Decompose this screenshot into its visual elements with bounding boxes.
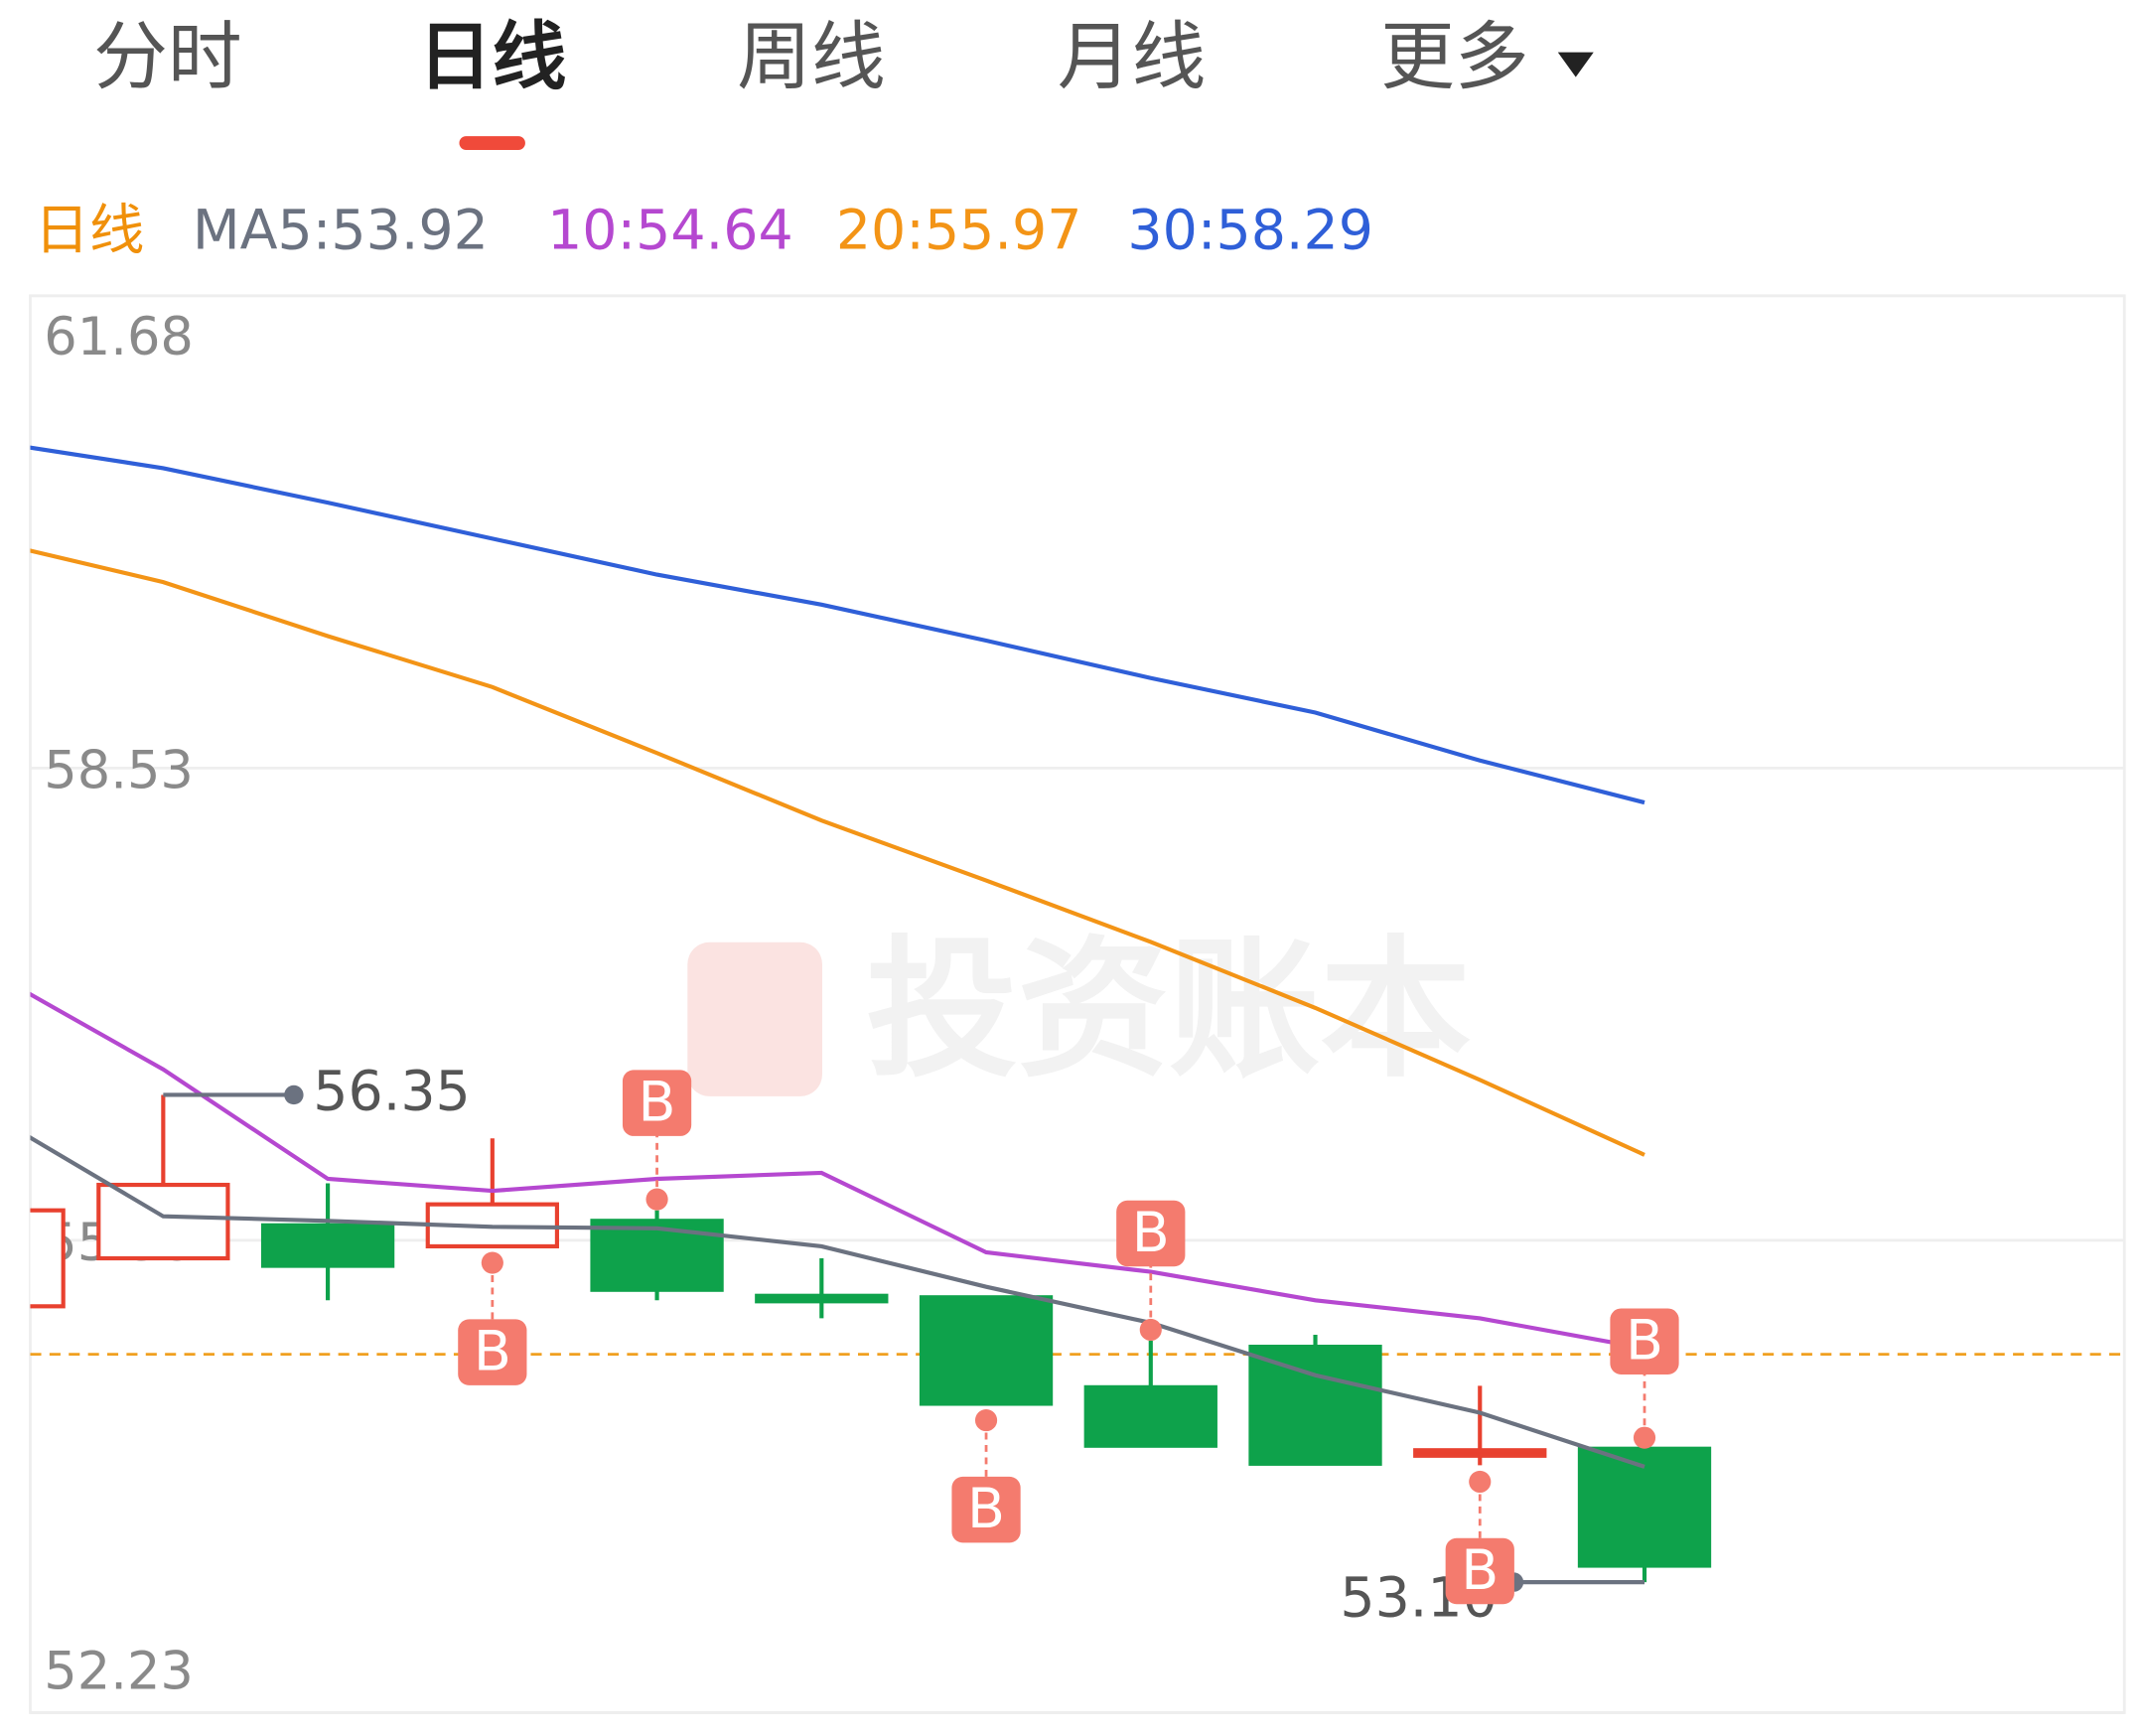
marker-badge: [1445, 1537, 1514, 1605]
legend-entry: MA5:53.92: [193, 200, 489, 263]
marker-label: B: [1461, 1539, 1499, 1603]
plot-frame: [29, 294, 2126, 1714]
tab-indicator: [459, 136, 525, 150]
candle-body: [755, 1293, 889, 1304]
marker-badge: [1116, 1200, 1186, 1267]
watermark-logo: [687, 941, 822, 1096]
ma-line: [30, 445, 1645, 805]
marker-dot: [481, 1251, 503, 1274]
candle-body: [96, 1182, 230, 1261]
ma-line: [30, 548, 1645, 1157]
candle-body: [1248, 1345, 1382, 1466]
candle-body: [590, 1219, 724, 1292]
legend-entry: 20:55.97: [836, 200, 1082, 263]
marker-label: B: [967, 1478, 1005, 1541]
ma-line: [30, 991, 1645, 1351]
candle-body: [260, 1223, 395, 1268]
marker-label: B: [474, 1320, 511, 1383]
marker-label: B: [639, 1072, 676, 1135]
marker-dot: [974, 1408, 998, 1432]
marker-dot: [1469, 1470, 1492, 1494]
tab[interactable]: 月线: [1058, 14, 1207, 100]
legend-entry: 30:58.29: [1127, 200, 1373, 263]
dropdown-arrow: [1557, 52, 1594, 77]
ma-line: [30, 1135, 1645, 1469]
candle-body: [1413, 1448, 1547, 1458]
plot: [30, 445, 2125, 1583]
candle-body: [1083, 1384, 1217, 1448]
marker-label: B: [1626, 1310, 1663, 1374]
marker-badge: [1610, 1308, 1679, 1374]
y-tick-label: 58.53: [44, 741, 194, 801]
annotation-label: 56.35: [313, 1061, 471, 1124]
tab[interactable]: 周线: [737, 14, 886, 100]
tab[interactable]: 日线: [418, 14, 567, 100]
candle-body: [919, 1295, 1054, 1406]
tab[interactable]: 更多: [1380, 14, 1529, 100]
marker-badge: [622, 1070, 692, 1136]
legend-entry: 10:54.64: [547, 200, 793, 263]
legend-title: 日线: [35, 200, 145, 263]
marker-dot: [1633, 1426, 1656, 1449]
candle-body: [1577, 1446, 1712, 1568]
marker-dot: [1139, 1318, 1162, 1342]
candle-body: [30, 1208, 66, 1309]
y-tick-label: 52.23: [44, 1641, 194, 1701]
marker-badge: [951, 1476, 1021, 1543]
y-tick-label: 61.68: [44, 307, 194, 367]
marker-dot: [645, 1188, 668, 1211]
marker-label: B: [1132, 1202, 1170, 1265]
marker-badge: [458, 1319, 527, 1385]
tab[interactable]: 分时: [93, 14, 242, 100]
annotation-dot: [284, 1085, 304, 1105]
